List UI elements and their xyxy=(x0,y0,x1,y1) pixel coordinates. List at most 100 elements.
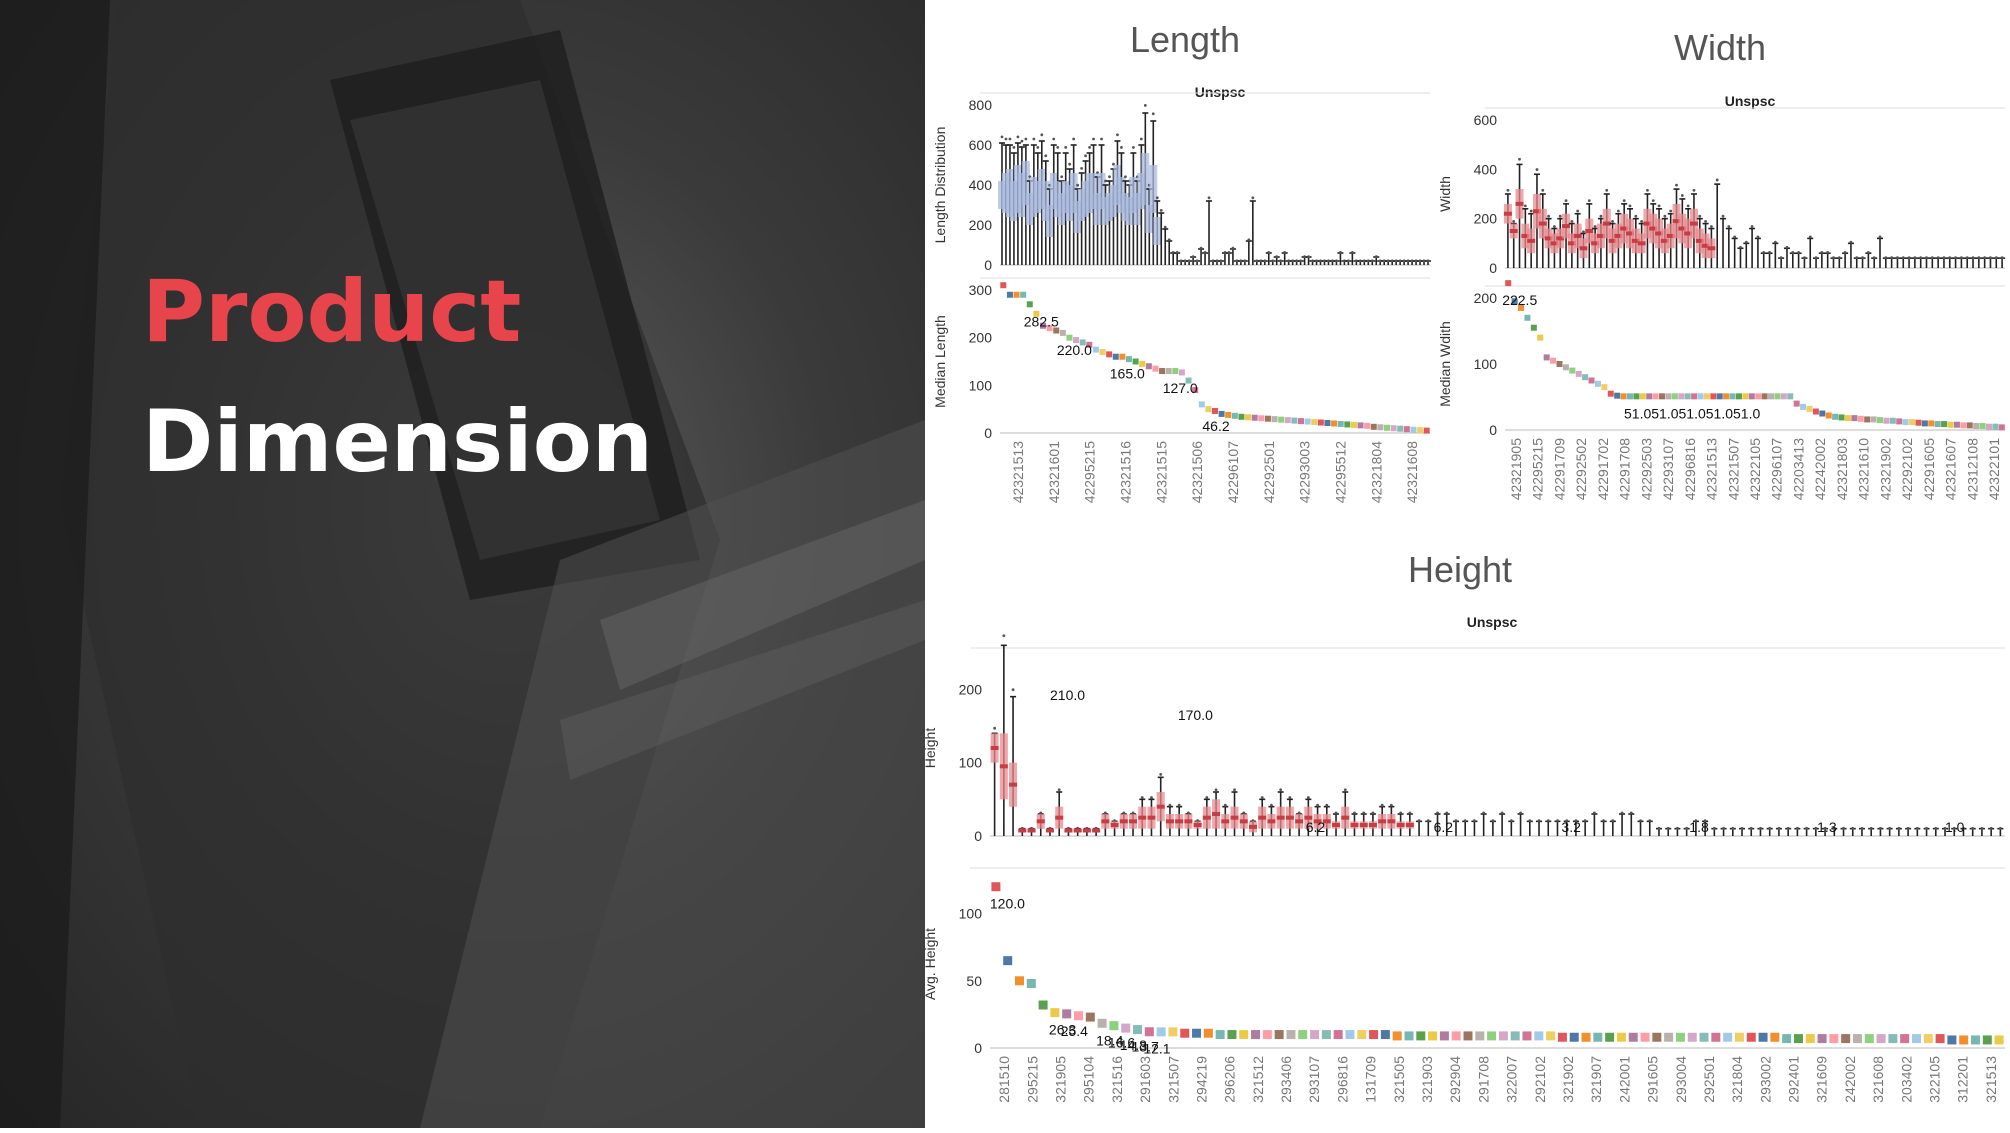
outlier-point xyxy=(1463,819,1467,822)
outlier-point xyxy=(1556,819,1559,822)
data-point xyxy=(1271,416,1278,423)
data-point xyxy=(1357,422,1364,429)
data-point xyxy=(1973,423,1980,430)
outlier-point xyxy=(1583,819,1587,822)
data-point xyxy=(1357,1030,1367,1040)
outlier-point xyxy=(1546,819,1550,822)
x-tick-label: 321804 xyxy=(1729,1056,1745,1103)
data-point xyxy=(1097,1018,1107,1028)
outlier-point xyxy=(1860,826,1864,830)
data-point xyxy=(1038,1000,1048,1010)
outlier-point xyxy=(1925,256,1928,260)
outlier-point xyxy=(1913,256,1917,260)
outlier-point xyxy=(1795,826,1799,830)
box xyxy=(1041,181,1050,221)
data-point xyxy=(1800,403,1807,410)
outlier-point xyxy=(1104,179,1107,183)
data-point xyxy=(1870,416,1877,423)
data-point xyxy=(1530,324,1537,331)
data-point xyxy=(1227,1030,1237,1040)
outlier-point xyxy=(1275,255,1279,258)
box-median xyxy=(1573,233,1582,238)
data-point xyxy=(1428,1031,1438,1041)
data-point xyxy=(1832,413,1839,420)
data-point xyxy=(1524,314,1531,321)
x-tick-label: 42322101 xyxy=(1986,438,2002,501)
data-point xyxy=(1262,1030,1272,1040)
data-point xyxy=(1126,356,1132,363)
outlier-point xyxy=(1646,188,1649,192)
data-point xyxy=(1298,418,1304,425)
box-median xyxy=(1165,819,1174,824)
data-point xyxy=(1518,304,1525,311)
outlier-point xyxy=(1884,256,1888,260)
y-tick-label: 0 xyxy=(1489,422,1497,438)
data-point xyxy=(1062,1009,1072,1019)
data-point xyxy=(1829,1034,1839,1044)
data-point xyxy=(1966,422,1973,429)
outlier-point xyxy=(1703,819,1707,822)
outlier-point xyxy=(1587,199,1591,203)
box-median xyxy=(1230,815,1239,820)
outlier-point xyxy=(1150,796,1153,799)
outlier-point xyxy=(1943,826,1947,830)
data-point xyxy=(1601,384,1608,391)
box-median xyxy=(1258,815,1267,820)
data-point xyxy=(1970,1035,1980,1045)
x-tick-label: 42321902 xyxy=(1877,438,1893,501)
outlier-point xyxy=(1113,819,1116,822)
y-tick-label: 300 xyxy=(969,282,993,298)
background-photo xyxy=(0,0,925,1128)
box-median xyxy=(1129,819,1138,824)
outlier-point xyxy=(1012,146,1016,149)
data-point xyxy=(1911,1034,1921,1044)
y-tick-label: 600 xyxy=(1474,112,1498,128)
box-median xyxy=(1110,823,1119,827)
outlier-point xyxy=(1907,256,1911,260)
outlier-point xyxy=(1739,245,1742,249)
outlier-point xyxy=(1370,259,1374,263)
data-point xyxy=(1026,301,1033,308)
data-point xyxy=(1059,329,1066,336)
outlier-point xyxy=(1350,251,1354,254)
data-point xyxy=(1734,1032,1744,1042)
outlier-point xyxy=(1311,259,1314,263)
outlier-point xyxy=(1205,796,1209,799)
left-panel: Product Dimension xyxy=(0,0,925,1128)
outlier-point xyxy=(1131,146,1135,149)
box-median xyxy=(1660,238,1669,243)
outlier-point xyxy=(1417,819,1421,822)
data-point xyxy=(1251,1030,1261,1040)
outlier-point xyxy=(1564,199,1568,203)
x-tick-label: 131709 xyxy=(1363,1056,1379,1103)
data-point xyxy=(1864,1034,1874,1044)
x-tick-label: 291708 xyxy=(1475,1056,1491,1103)
box-median xyxy=(1643,221,1652,226)
data-point xyxy=(1812,408,1819,415)
y-axis-label: Height xyxy=(925,728,938,769)
x-tick-label: 321507 xyxy=(1165,1056,1181,1103)
outlier-point xyxy=(1398,259,1402,263)
data-point xyxy=(1377,424,1384,431)
x-tick-label: 42321513 xyxy=(1010,441,1026,504)
outlier-point xyxy=(1068,162,1072,166)
chart-title: Height xyxy=(1408,549,1512,590)
outlier-point xyxy=(1279,788,1283,792)
outlier-point xyxy=(1592,811,1596,815)
outlier-point xyxy=(1582,230,1585,234)
charts-svg: Length Unspsc Length Distribution 800 600 400… xyxy=(922,19,2006,1103)
outlier-point xyxy=(1773,240,1777,244)
data-point xyxy=(1546,1031,1556,1041)
outlier-point xyxy=(1287,259,1291,263)
data-point xyxy=(1793,1034,1803,1044)
data-point xyxy=(1780,393,1787,400)
outlier-point xyxy=(1832,256,1835,260)
data-point xyxy=(1900,1034,1910,1044)
data-label: 26.3 xyxy=(1049,1022,1076,1038)
data-point xyxy=(1729,393,1736,400)
box xyxy=(1097,173,1106,209)
outlier-point xyxy=(1962,826,1965,830)
x-tick-label: 42295215 xyxy=(1082,441,1098,504)
data-label: 222.5 xyxy=(1502,292,1537,308)
outlier-point xyxy=(1303,255,1306,258)
